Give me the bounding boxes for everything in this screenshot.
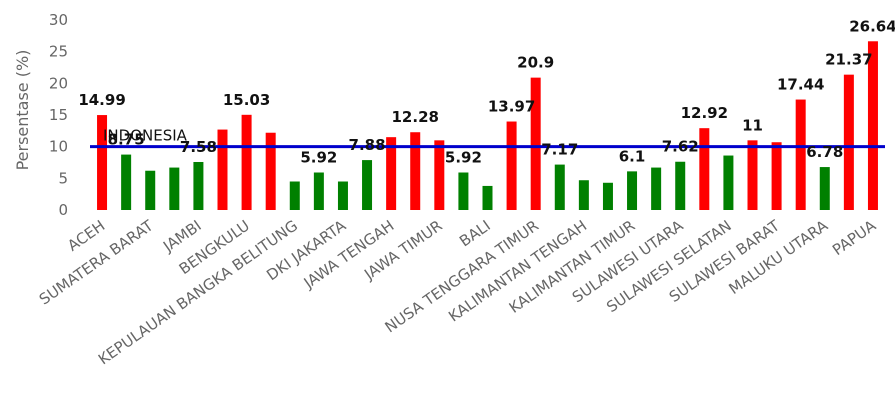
data-label-24: 7.62 (662, 138, 699, 156)
bar-27 (747, 140, 758, 210)
data-label-29: 17.44 (777, 76, 824, 94)
data-label-30: 6.78 (806, 143, 843, 161)
bar-15 (458, 172, 469, 210)
bar-3 (169, 167, 180, 210)
data-label-22: 6.1 (619, 147, 646, 165)
bar-31 (843, 74, 854, 210)
data-label-17: 13.97 (488, 98, 535, 116)
bar-18 (530, 77, 541, 210)
data-label-1: 8.75 (108, 131, 145, 149)
data-label-18: 20.9 (517, 54, 554, 72)
data-label-11: 7.88 (349, 136, 386, 154)
reference-line-label: INDONESIA (103, 127, 188, 145)
data-label-31: 21.37 (825, 51, 872, 69)
bar-25 (699, 128, 710, 210)
data-labels: 14.99 8.75 7.58 15.03 5.92 7.88 12.28 5.92 13.97… (78, 17, 895, 166)
data-label-25: 12.92 (681, 104, 728, 122)
bar-7 (265, 132, 276, 210)
data-label-0: 14.99 (78, 91, 125, 109)
bar-0 (97, 115, 108, 210)
bar-29 (795, 99, 806, 210)
data-label-6: 15.03 (223, 91, 270, 109)
data-label-9: 5.92 (300, 149, 337, 167)
x-tick-label-16: PAPUA (829, 216, 880, 259)
data-label-19: 7.17 (541, 141, 578, 159)
bar-6 (241, 114, 252, 210)
bars (97, 41, 878, 210)
y-tick-label-3: 15 (49, 106, 68, 124)
bar-30 (819, 167, 830, 210)
bar-23 (651, 167, 662, 210)
bar-22 (627, 171, 638, 210)
bar-14 (434, 140, 445, 210)
bar-11 (362, 160, 373, 210)
bar-16 (482, 185, 493, 210)
bar-17 (506, 121, 517, 210)
bar-19 (554, 164, 565, 210)
data-label-4: 7.58 (180, 138, 217, 156)
bar-21 (602, 182, 613, 210)
bar-2 (145, 170, 156, 210)
bar-10 (337, 181, 348, 210)
bar-8 (289, 181, 300, 210)
y-tick-label-1: 5 (58, 169, 68, 187)
y-tick-label-2: 10 (49, 138, 68, 156)
bar-13 (410, 132, 421, 210)
bar-1 (121, 154, 132, 210)
y-tick-label-6: 30 (49, 11, 68, 29)
data-label-15: 5.92 (445, 149, 482, 167)
x-tick-label-8: BALI (456, 217, 494, 251)
bar-5 (217, 129, 228, 210)
bar-26 (723, 155, 734, 210)
bar-24 (675, 161, 686, 210)
bar-32 (867, 41, 878, 210)
bar-20 (578, 180, 589, 210)
data-label-13: 12.28 (392, 108, 439, 126)
y-axis-label: Persentase (%) (13, 50, 32, 171)
y-axis: 0 5 10 15 20 25 30 (49, 11, 68, 219)
bar-28 (771, 142, 782, 210)
bar-12 (386, 137, 397, 210)
bar-4 (193, 161, 204, 210)
y-tick-label-4: 20 (49, 74, 68, 92)
y-tick-label-0: 0 (58, 201, 68, 219)
data-label-27: 11 (742, 116, 763, 134)
bar-9 (313, 172, 324, 210)
y-tick-label-5: 25 (49, 43, 68, 61)
data-label-32: 26.64 (849, 17, 895, 35)
